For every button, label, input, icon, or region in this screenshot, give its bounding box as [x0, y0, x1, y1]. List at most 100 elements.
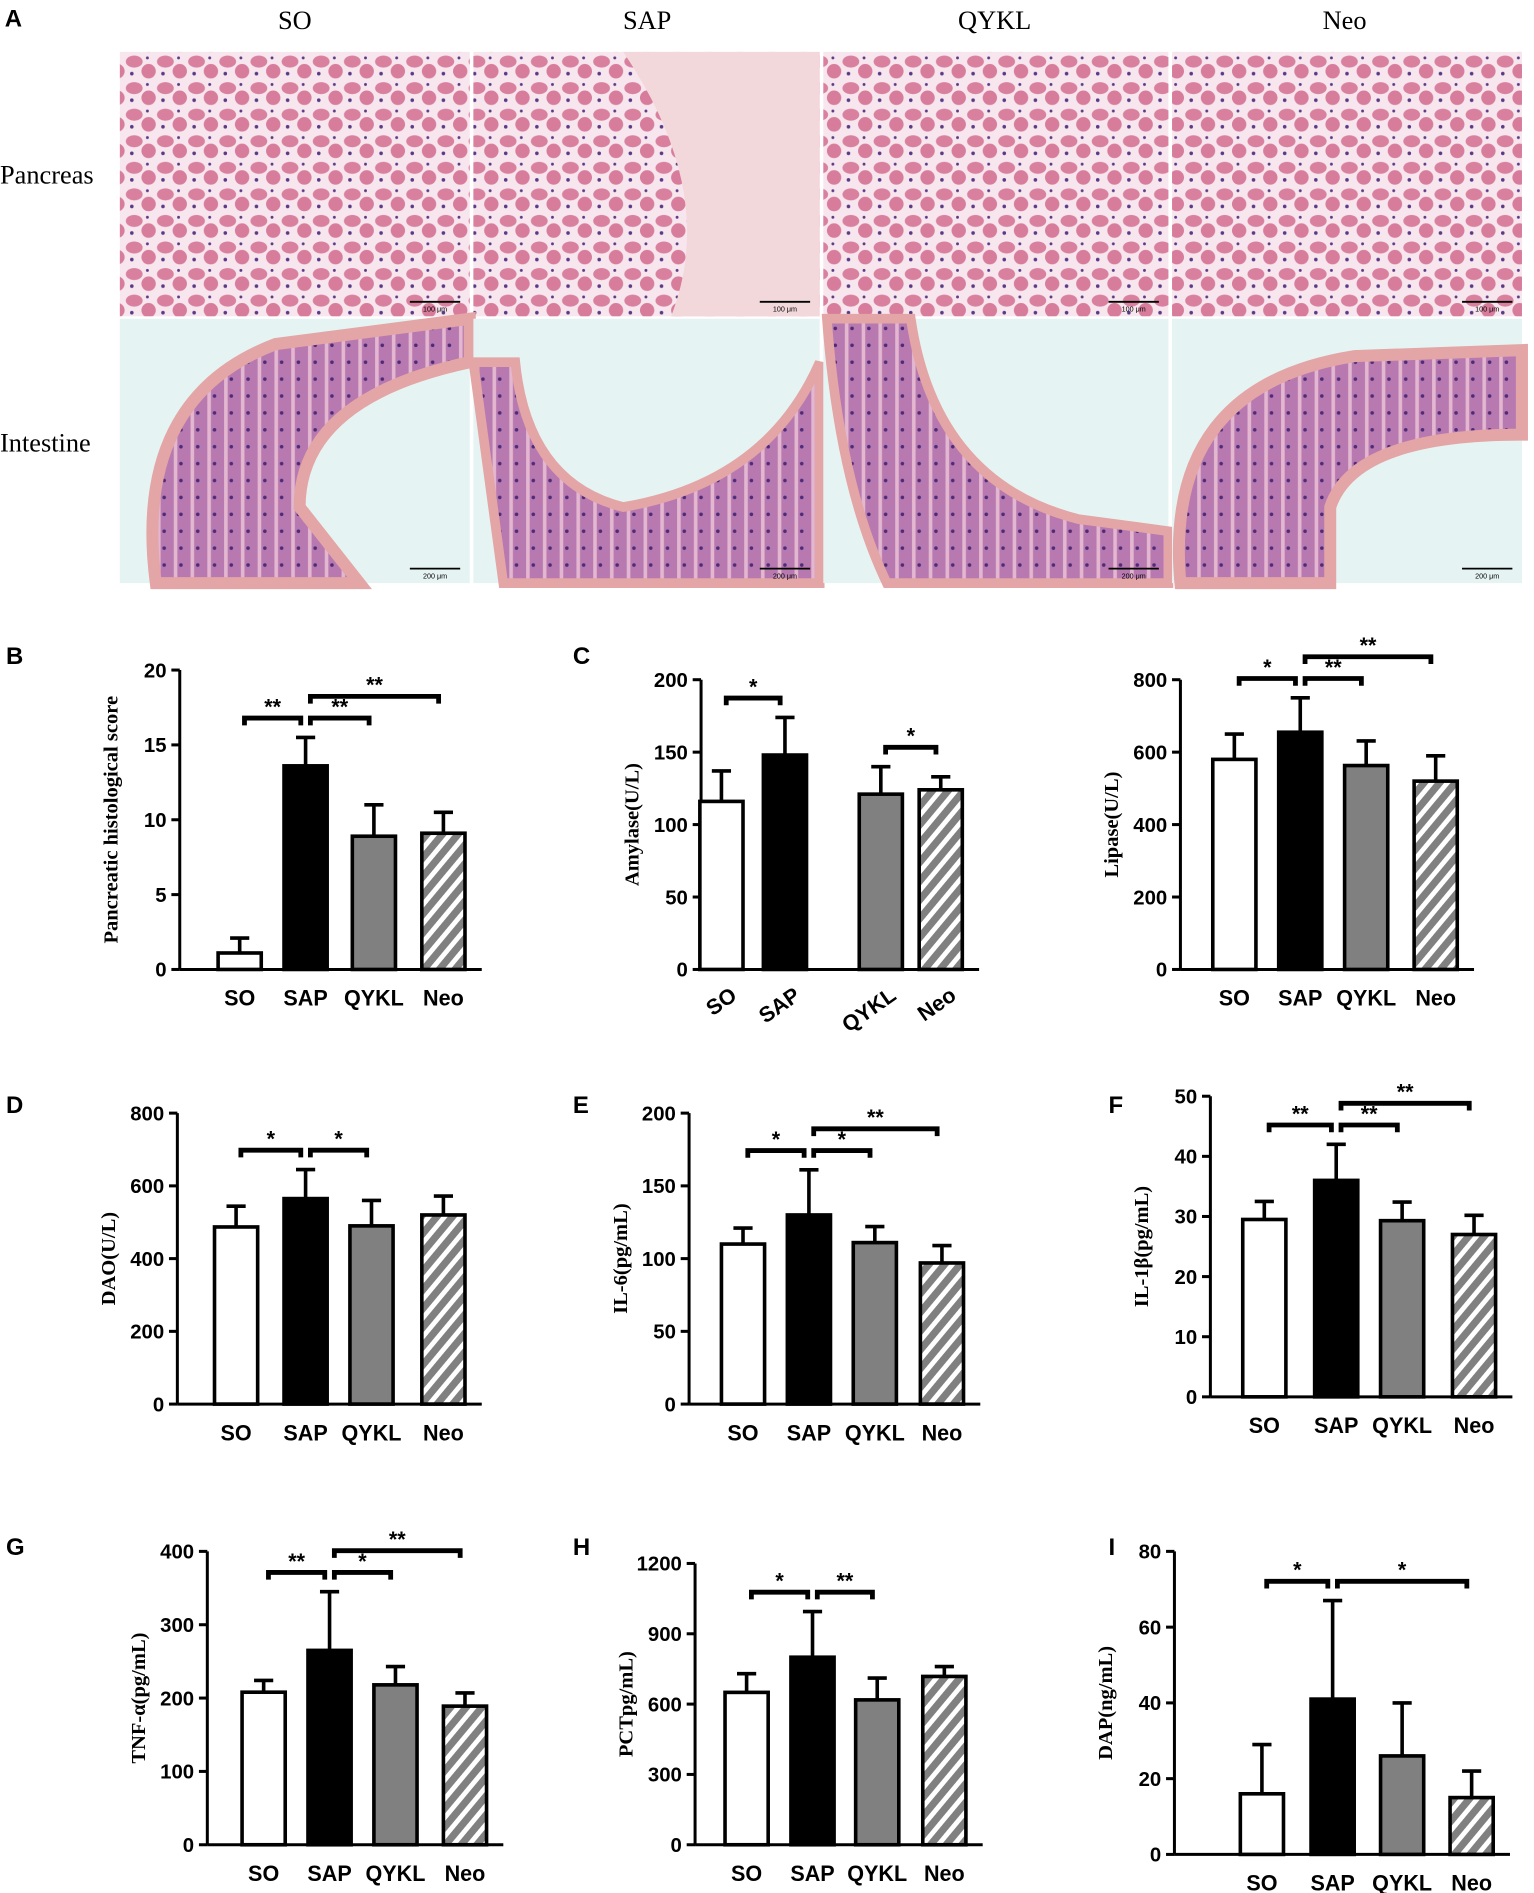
error-bar: [254, 1678, 274, 1693]
bar: [1309, 1697, 1356, 1857]
column-label: QYKL: [958, 5, 1031, 35]
error-bar: [385, 1664, 406, 1685]
panel-letter: A: [5, 5, 22, 32]
figure-content: A SO SAP QYKL Neo Pancreas 100 μm 100 μm 100 μm 1…: [0, 5, 1528, 1893]
y-tick-label: 0: [1150, 1844, 1161, 1867]
micrograph: [119, 51, 470, 317]
bar: [350, 834, 398, 972]
error-bar: [1426, 753, 1446, 782]
significance-label: *: [772, 1127, 781, 1152]
row-label: Intestine: [0, 427, 91, 457]
error-bar: [1326, 1142, 1346, 1181]
bar: [420, 831, 467, 972]
y-tick-label: 50: [665, 886, 688, 909]
y-tick-label: 100: [642, 1248, 676, 1271]
micrograph: [823, 51, 1169, 317]
bar: [857, 792, 905, 972]
y-axis-label: IL-6(pg/mL): [610, 1203, 632, 1314]
y-tick-label: 0: [677, 959, 688, 982]
x-tick-label: QYKL: [344, 986, 404, 1011]
significance-label: **: [867, 1105, 884, 1130]
significance-bracket: [242, 715, 304, 726]
bar: [216, 951, 264, 972]
y-tick-label: 200: [130, 1321, 164, 1344]
y-axis-label: IL-1β(pg/mL): [1131, 1186, 1153, 1307]
panel-letter: F: [1109, 1092, 1124, 1119]
micrographs: [119, 51, 1528, 590]
y-tick-label: 0: [155, 959, 166, 982]
scale-label: 100 μm: [773, 304, 797, 313]
bar: [282, 1196, 329, 1406]
x-tick-label: Neo: [1415, 986, 1456, 1011]
bar: [920, 1674, 968, 1847]
tissue: [1172, 343, 1528, 590]
tissue: [467, 357, 825, 588]
bar: [240, 1690, 288, 1847]
bar: [761, 753, 809, 972]
y-tick-label: 800: [130, 1102, 164, 1125]
bar-chart: B 0 5 10 15 20 Pancreatic histological score SO…: [6, 643, 482, 1011]
x-tick-label: Neo: [924, 1861, 965, 1886]
tissue: [146, 311, 476, 590]
significance-bracket: [266, 1569, 328, 1580]
error-bar: [1392, 1200, 1412, 1221]
x-tick-label: SO: [701, 982, 741, 1021]
bar: [1450, 1232, 1498, 1399]
y-tick-label: 10: [144, 809, 167, 832]
y-tick-label: 100: [160, 1761, 194, 1784]
significance-label: **: [1292, 1101, 1309, 1126]
significance-label: *: [267, 1126, 276, 1151]
error-bar: [1356, 739, 1376, 766]
x-tick-label: QYKL: [845, 1420, 905, 1445]
error-bar: [1464, 1213, 1484, 1235]
y-tick-label: 50: [653, 1321, 676, 1344]
panel-letter: E: [573, 1092, 589, 1119]
x-tick-label: SAP: [1310, 1871, 1354, 1893]
y-tick-label: 600: [648, 1693, 682, 1716]
significance-bracket: [307, 693, 442, 704]
x-tick-label: Neo: [1454, 1413, 1495, 1438]
significance-label: *: [749, 674, 758, 699]
y-tick-label: 80: [1139, 1541, 1162, 1564]
y-tick-label: 60: [1139, 1616, 1162, 1639]
y-tick-label: 40: [1175, 1146, 1198, 1169]
x-tick-label: QYKL: [1372, 1413, 1432, 1438]
bar: [1276, 730, 1324, 972]
y-tick-label: 100: [654, 814, 688, 837]
error-bar: [865, 1224, 885, 1243]
bar: [441, 1704, 489, 1847]
significance-label: **: [1325, 655, 1342, 680]
y-tick-label: 200: [642, 1102, 676, 1125]
x-tick-label: Neo: [445, 1861, 486, 1886]
significance-bracket: [811, 1148, 873, 1158]
y-tick-label: 300: [160, 1614, 194, 1637]
significance-label: *: [775, 1568, 784, 1593]
bar: [1412, 779, 1460, 972]
y-tick-label: 150: [654, 741, 688, 764]
bar: [1342, 763, 1390, 972]
error-bar: [1290, 696, 1310, 733]
significance-label: **: [1361, 1101, 1378, 1126]
error-bar: [1462, 1769, 1482, 1798]
error-bar: [455, 1691, 475, 1707]
x-tick-label: SO: [1249, 1413, 1280, 1438]
y-tick-label: 40: [1139, 1692, 1162, 1715]
error-bar: [1254, 1199, 1274, 1220]
significance-label: *: [1398, 1558, 1407, 1583]
scale-label: 200 μm: [1122, 571, 1146, 580]
x-tick-label: SO: [221, 1420, 252, 1445]
y-tick-label: 20: [1139, 1768, 1162, 1791]
tissue: [821, 313, 1174, 588]
significance-bracket: [1338, 1100, 1472, 1111]
bar-chart: D 0 200 400 600 800 DAO(U/L) SO SAP QYKL Neo * *: [6, 1092, 482, 1445]
bar: [723, 1690, 770, 1847]
x-tick-label: SO: [1246, 1871, 1277, 1893]
panel-letter: G: [6, 1534, 25, 1561]
column-label: SO: [278, 5, 312, 35]
significance-bracket: [883, 744, 939, 755]
significance-bracket: [1302, 676, 1364, 686]
significance-label: *: [838, 1127, 847, 1152]
bar: [853, 1698, 901, 1847]
error-bar: [296, 1167, 316, 1199]
